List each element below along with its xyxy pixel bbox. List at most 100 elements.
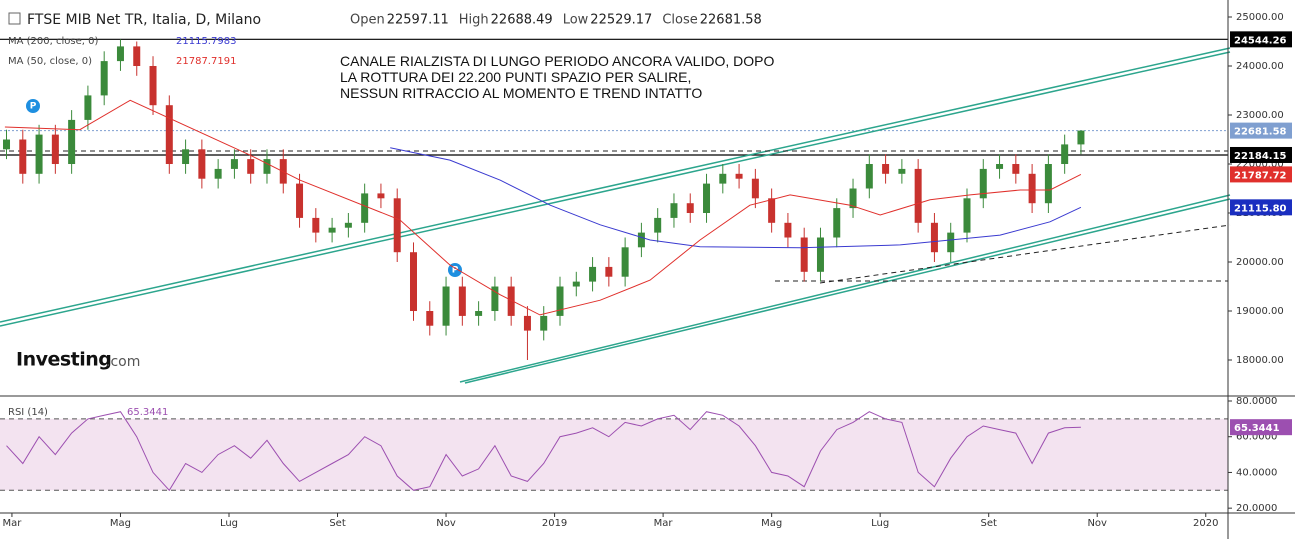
ohlc-value: 22688.49 [491, 13, 553, 28]
candle-body [100, 61, 108, 96]
candle-body [84, 95, 92, 120]
candle-body [312, 217, 320, 233]
candle-body [377, 193, 385, 199]
candle-body [979, 168, 987, 199]
ohlc-name: Low [563, 13, 589, 28]
candle-body [51, 134, 59, 165]
price-marker-box [1230, 122, 1292, 139]
price-marker-label: 24544.26 [1234, 35, 1287, 46]
candle-body [214, 168, 222, 179]
rsi-marker-box [1230, 419, 1292, 436]
candle-body [735, 173, 743, 179]
candle-body [507, 286, 515, 316]
x-tick-label: Mar [654, 518, 674, 529]
candle-body [572, 281, 580, 287]
flags: P P [26, 99, 462, 277]
candle-body [182, 149, 190, 165]
moving-average [390, 147, 1082, 249]
candle-body [344, 222, 352, 228]
y-tick-label: 80.0000 [1236, 396, 1277, 407]
x-tick-label: Nov [436, 518, 456, 529]
x-tick-label: 2019 [542, 518, 567, 529]
candle-body [230, 159, 238, 169]
candle-body [670, 203, 678, 218]
candle-body [686, 203, 694, 214]
candle-body [930, 222, 938, 253]
candle-body [719, 173, 727, 184]
candle-body [426, 311, 434, 326]
candle-body [849, 188, 857, 209]
candle-body [263, 159, 271, 174]
candle-body [3, 139, 11, 150]
candle-body [165, 105, 173, 165]
candle-body [149, 66, 157, 106]
annotation: CANALE RIALZISTA DI LUNGO PERIODO ANCORA… [340, 53, 774, 101]
event-icon [26, 99, 40, 113]
candle-body [247, 159, 255, 174]
candle-body [1061, 144, 1069, 165]
candle-body [947, 232, 955, 253]
y-tick-label: 20000.00 [1236, 257, 1284, 268]
price-marker-label: 22681.58 [1234, 127, 1287, 138]
x-tick-label: Nov [1087, 518, 1107, 529]
legend-value: 65.3441 [127, 407, 168, 418]
price-marker-box [1230, 146, 1292, 163]
legend-value: 21115.7983 [176, 36, 236, 47]
ohlc-value: 22529.17 [590, 13, 652, 28]
candle-body [963, 198, 971, 233]
chart-title: FTSE MIB Net TR, Italia, D, Milano [27, 12, 261, 28]
legend-name: MA (200, close, 0) [8, 36, 98, 47]
candle-body [865, 164, 873, 189]
channel-upper [0, 47, 1231, 323]
rsi-marker-label: 65.3441 [1234, 423, 1280, 434]
candle-body [491, 286, 499, 312]
price-marker-label: 21115.80 [1234, 203, 1287, 214]
candle-body [1012, 164, 1020, 174]
x-tick-label: Mag [110, 518, 131, 529]
candles [3, 39, 1085, 361]
y-tick-label: 40.0000 [1236, 467, 1277, 478]
candle-body [654, 217, 662, 233]
candle-body [19, 139, 27, 174]
y-tick-label: 20.0000 [1236, 503, 1277, 514]
y-tick-label: 25000.00 [1236, 12, 1284, 23]
candle-body [1044, 164, 1052, 204]
logo-suffix: .com [106, 354, 140, 370]
candle-body [833, 208, 841, 238]
candle-body [882, 164, 890, 174]
y-tick-label: 60.0000 [1236, 432, 1277, 443]
candle-body [296, 183, 304, 218]
candle-body [589, 266, 597, 282]
candle-body [556, 286, 564, 316]
candle-body [1077, 130, 1085, 145]
candle-body [328, 227, 336, 233]
x-tick-label: Lug [220, 518, 238, 529]
candle-body [475, 311, 483, 316]
ohlc-value: 22681.58 [700, 13, 762, 28]
candle-body [768, 198, 776, 223]
x-tick-label: 2020 [1193, 518, 1218, 529]
channel-lower [464, 198, 1231, 384]
collapse-icon[interactable] [8, 12, 21, 25]
candle-body [784, 222, 792, 238]
legend-name: RSI (14) [8, 407, 48, 418]
moving-average [4, 99, 1082, 316]
y-tick-label: 22000.00 [1236, 159, 1284, 170]
ohlc-name: Close [662, 13, 697, 28]
logo: Investing [16, 349, 111, 371]
price-marker-label: 21787.72 [1234, 170, 1287, 181]
candle-body [35, 134, 43, 174]
candle-body [393, 198, 401, 253]
candle-body [523, 315, 531, 331]
annotation-line: LA ROTTURA DEI 22.200 PUNTI SPAZIO PER S… [340, 69, 691, 85]
x-tick-label: Set [980, 518, 997, 529]
y-tick-label: 23000.00 [1236, 110, 1284, 121]
candle-body [621, 247, 629, 277]
candle-body [1028, 173, 1036, 204]
candle-body [898, 168, 906, 174]
candle-body [409, 252, 417, 312]
price-marker-label: 22184.15 [1234, 151, 1287, 162]
x-tick-label: Lug [871, 518, 889, 529]
